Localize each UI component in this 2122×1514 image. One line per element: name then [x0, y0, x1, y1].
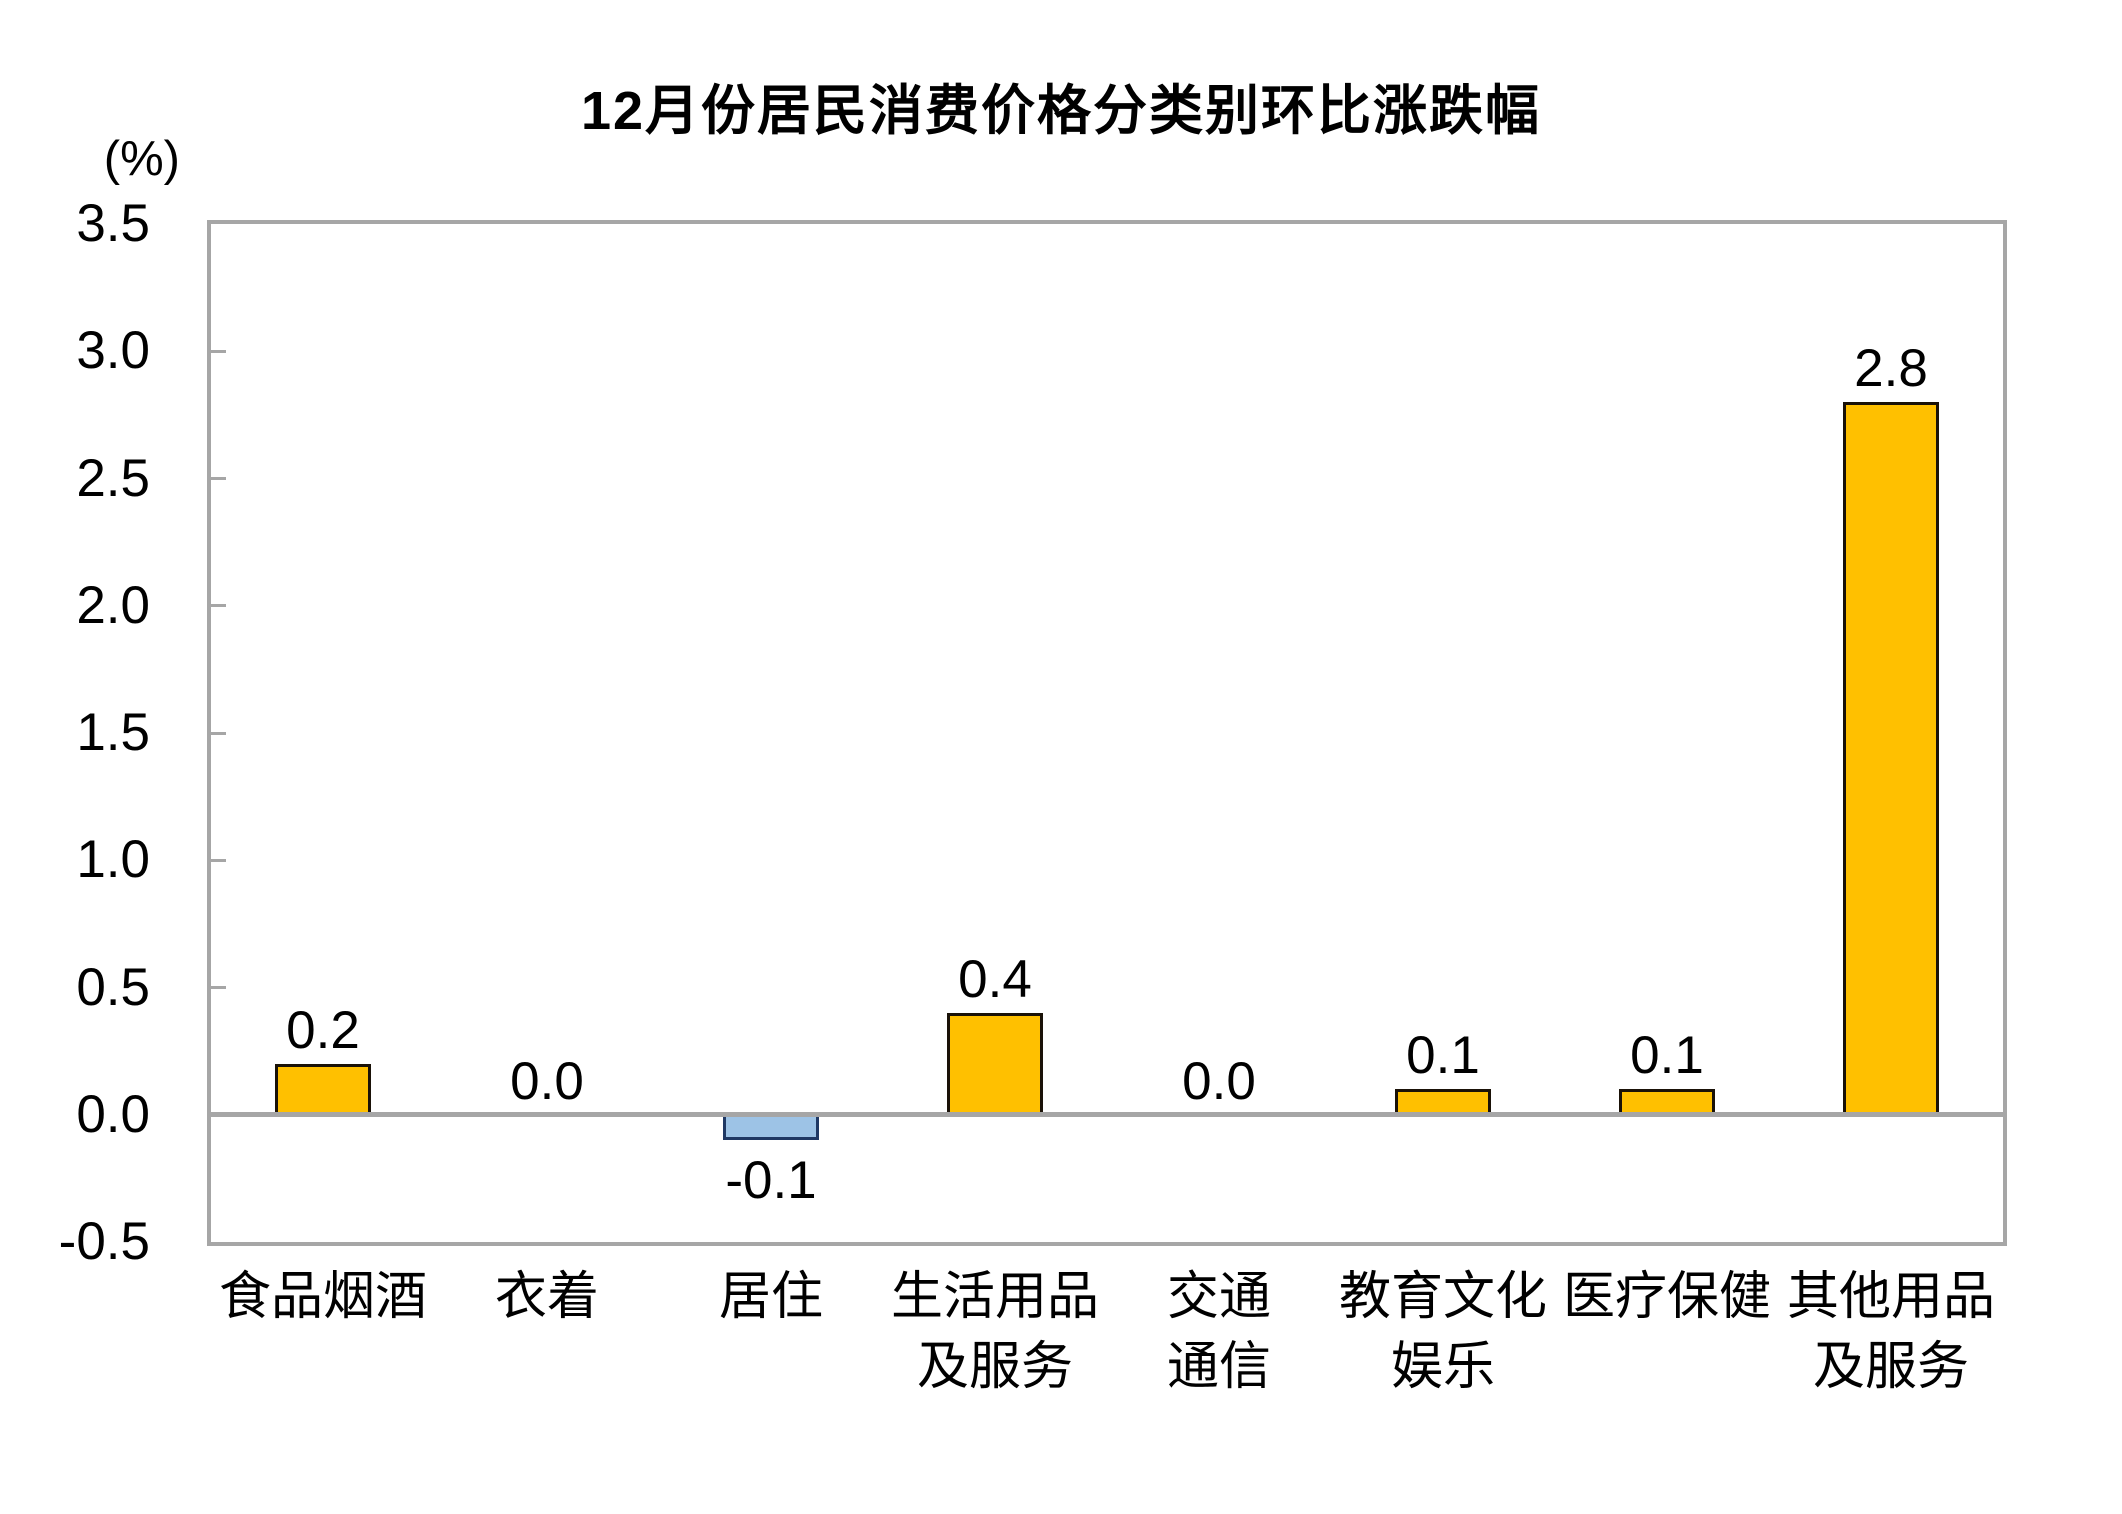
y-tick-label: -0.5 [58, 1212, 150, 1271]
chart-title: 12月份居民消费价格分类别环比涨跌幅 [580, 81, 1542, 141]
x-category-label: 居住 [718, 1268, 823, 1326]
y-tick-label: 0.0 [76, 1084, 150, 1144]
x-category-label: 食品烟酒 [218, 1268, 427, 1326]
y-tick-mark [211, 477, 226, 480]
y-tick-label: 3.0 [76, 321, 150, 381]
bar-value-label: -0.1 [725, 1151, 817, 1211]
y-tick-label: 0.5 [76, 957, 150, 1017]
x-category-label: 衣着 [494, 1268, 599, 1326]
y-tick-label: 2.0 [76, 575, 150, 635]
bar-positive [947, 1012, 1043, 1117]
y-tick-label: 1.5 [76, 703, 150, 762]
bar-positive [275, 1063, 371, 1117]
y-tick-mark [211, 986, 226, 989]
bar-value-label: 0.2 [286, 1000, 360, 1060]
bar-value-label: 0.0 [510, 1051, 584, 1111]
y-tick-mark [211, 858, 226, 862]
x-category-label: 交通 通信 [1166, 1268, 1271, 1396]
zero-axis-line [211, 1112, 2003, 1118]
x-category-label: 医疗保健 [1562, 1268, 1771, 1326]
y-tick-mark [211, 731, 226, 735]
y-tick-mark [211, 349, 226, 353]
bar-value-label: 2.8 [1854, 339, 1928, 399]
x-category-label: 其他用品 及服务 [1786, 1268, 1995, 1396]
x-category-label: 生活用品 及服务 [890, 1268, 1099, 1396]
bar-negative [723, 1112, 819, 1141]
y-tick-label: 1.0 [76, 830, 150, 890]
y-tick-label: 2.5 [76, 448, 150, 508]
bar-positive [1843, 402, 1939, 1117]
bar-value-label: 0.4 [958, 949, 1032, 1009]
y-tick-label: 3.5 [76, 194, 150, 253]
x-category-label: 教育文化 娱乐 [1338, 1268, 1547, 1396]
y-tick-mark [211, 604, 226, 608]
bar-value-label: 0.0 [1182, 1051, 1256, 1111]
y-axis-unit-label: (%) [103, 132, 180, 186]
bar-value-label: 0.1 [1630, 1026, 1704, 1086]
bar-value-label: 0.1 [1406, 1026, 1480, 1086]
plot-area: 0.2 0.0 -0.1 0.4 0.0 0.1 0.1 2.8 [207, 220, 2007, 1246]
